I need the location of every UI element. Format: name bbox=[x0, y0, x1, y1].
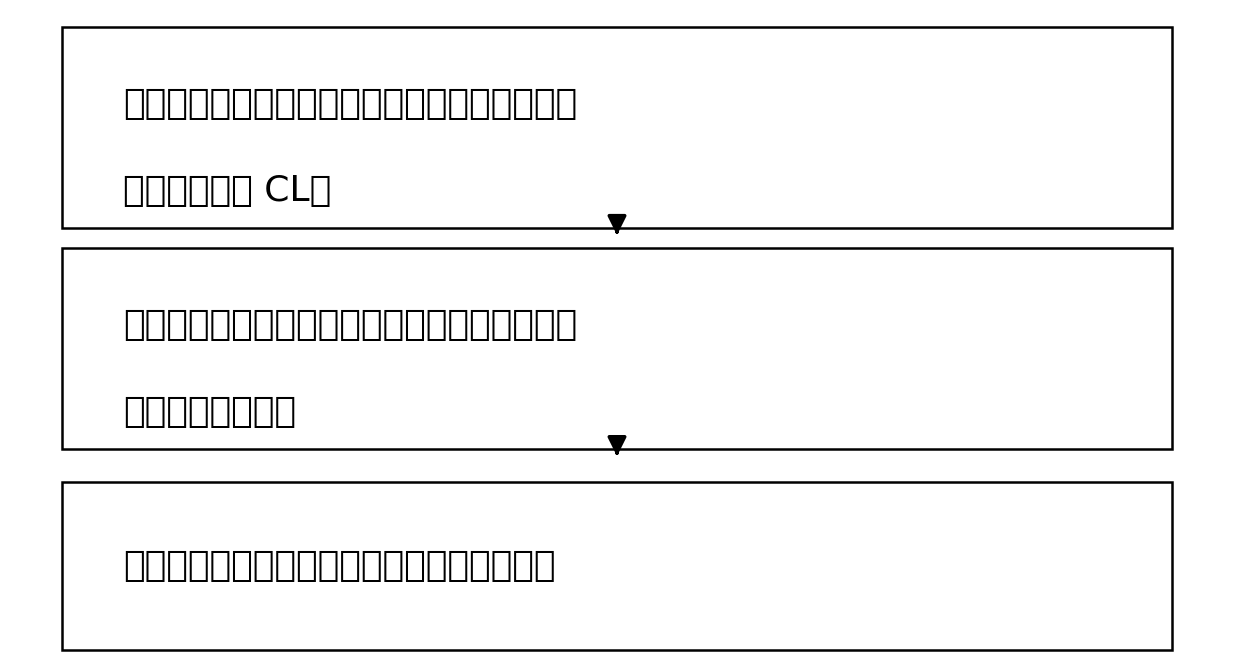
Text: 除残留的聚合物。: 除残留的聚合物。 bbox=[123, 395, 296, 429]
FancyBboxPatch shape bbox=[62, 27, 1172, 228]
Text: 步骤二、采用氟系药液对晶圆进行湿法清洗以去: 步骤二、采用氟系药液对晶圆进行湿法清洗以去 bbox=[123, 308, 578, 342]
FancyBboxPatch shape bbox=[62, 248, 1172, 449]
Text: 步骤三、进行去离子水后处理以消除氟残留。: 步骤三、进行去离子水后处理以消除氟残留。 bbox=[123, 549, 555, 583]
FancyBboxPatch shape bbox=[62, 482, 1172, 650]
Text: 前处理以去除 CL。: 前处理以去除 CL。 bbox=[123, 174, 332, 208]
Text: 步骤一、对铝线干法刻蚀后的晶圆进行去离子水: 步骤一、对铝线干法刻蚀后的晶圆进行去离子水 bbox=[123, 87, 578, 121]
